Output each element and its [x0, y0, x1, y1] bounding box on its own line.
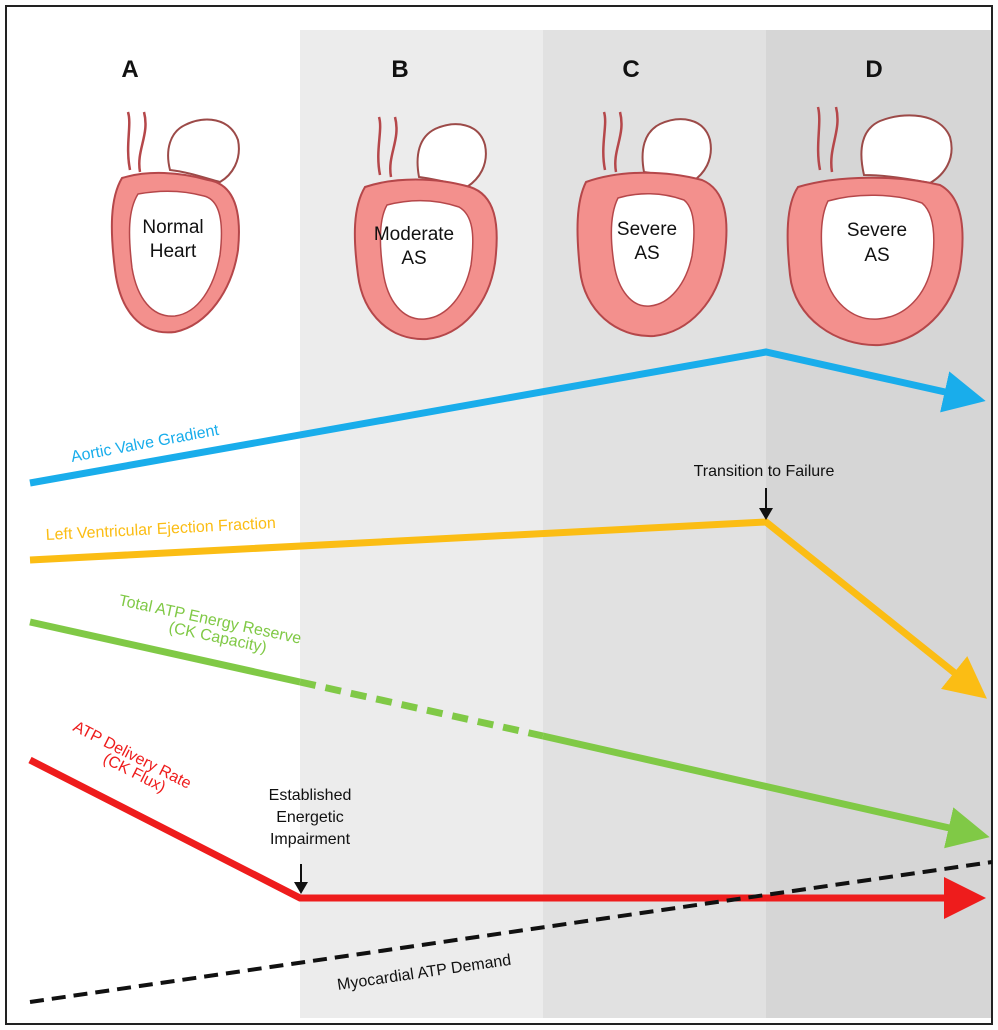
atp-reserve-line-solid-2 — [542, 732, 990, 849]
impairment-label-line3: Impairment — [270, 831, 351, 848]
heart-b-label-line2: AS — [401, 248, 426, 269]
heart-moderate-as — [353, 116, 498, 341]
heart-d-label-line2: AS — [864, 245, 889, 266]
heart-normal — [110, 111, 240, 334]
heart-severe-as-c — [576, 111, 728, 338]
transition-to-failure-label: Transition to Failure — [694, 463, 835, 480]
panel-letter-c: C — [622, 56, 639, 83]
atp-demand-line — [29, 860, 993, 1004]
ejection-fraction-line — [29, 518, 987, 699]
panel-letter-d: D — [865, 56, 882, 83]
panel-letter-b: B — [391, 56, 408, 83]
heart-c-label-line2: AS — [634, 243, 659, 264]
heart-a-label-line1: Normal — [142, 217, 203, 238]
heart-a-label-line2: Heart — [150, 241, 197, 262]
heart-d-label-line1: Severe — [847, 220, 907, 241]
atp-reserve-line-solid-1 — [29, 618, 301, 686]
impairment-arrow-head — [294, 882, 308, 894]
aortic-valve-gradient-line — [29, 348, 986, 487]
panel-letter-a: A — [121, 56, 138, 83]
impairment-label-line2: Energetic — [276, 809, 344, 826]
atp-delivery-rate-line — [28, 756, 986, 919]
heart-c-label-line1: Severe — [617, 219, 677, 240]
atp-reserve-line-dashed — [299, 678, 544, 740]
heart-severe-as-d — [786, 106, 964, 347]
transition-arrow-head — [759, 508, 773, 520]
heart-b-label-line1: Moderate — [374, 224, 454, 245]
impairment-label-line1: Established — [269, 787, 352, 804]
figure-border — [5, 5, 993, 1025]
ejection-fraction-label: Left Ventricular Ejection Fraction — [45, 515, 276, 544]
